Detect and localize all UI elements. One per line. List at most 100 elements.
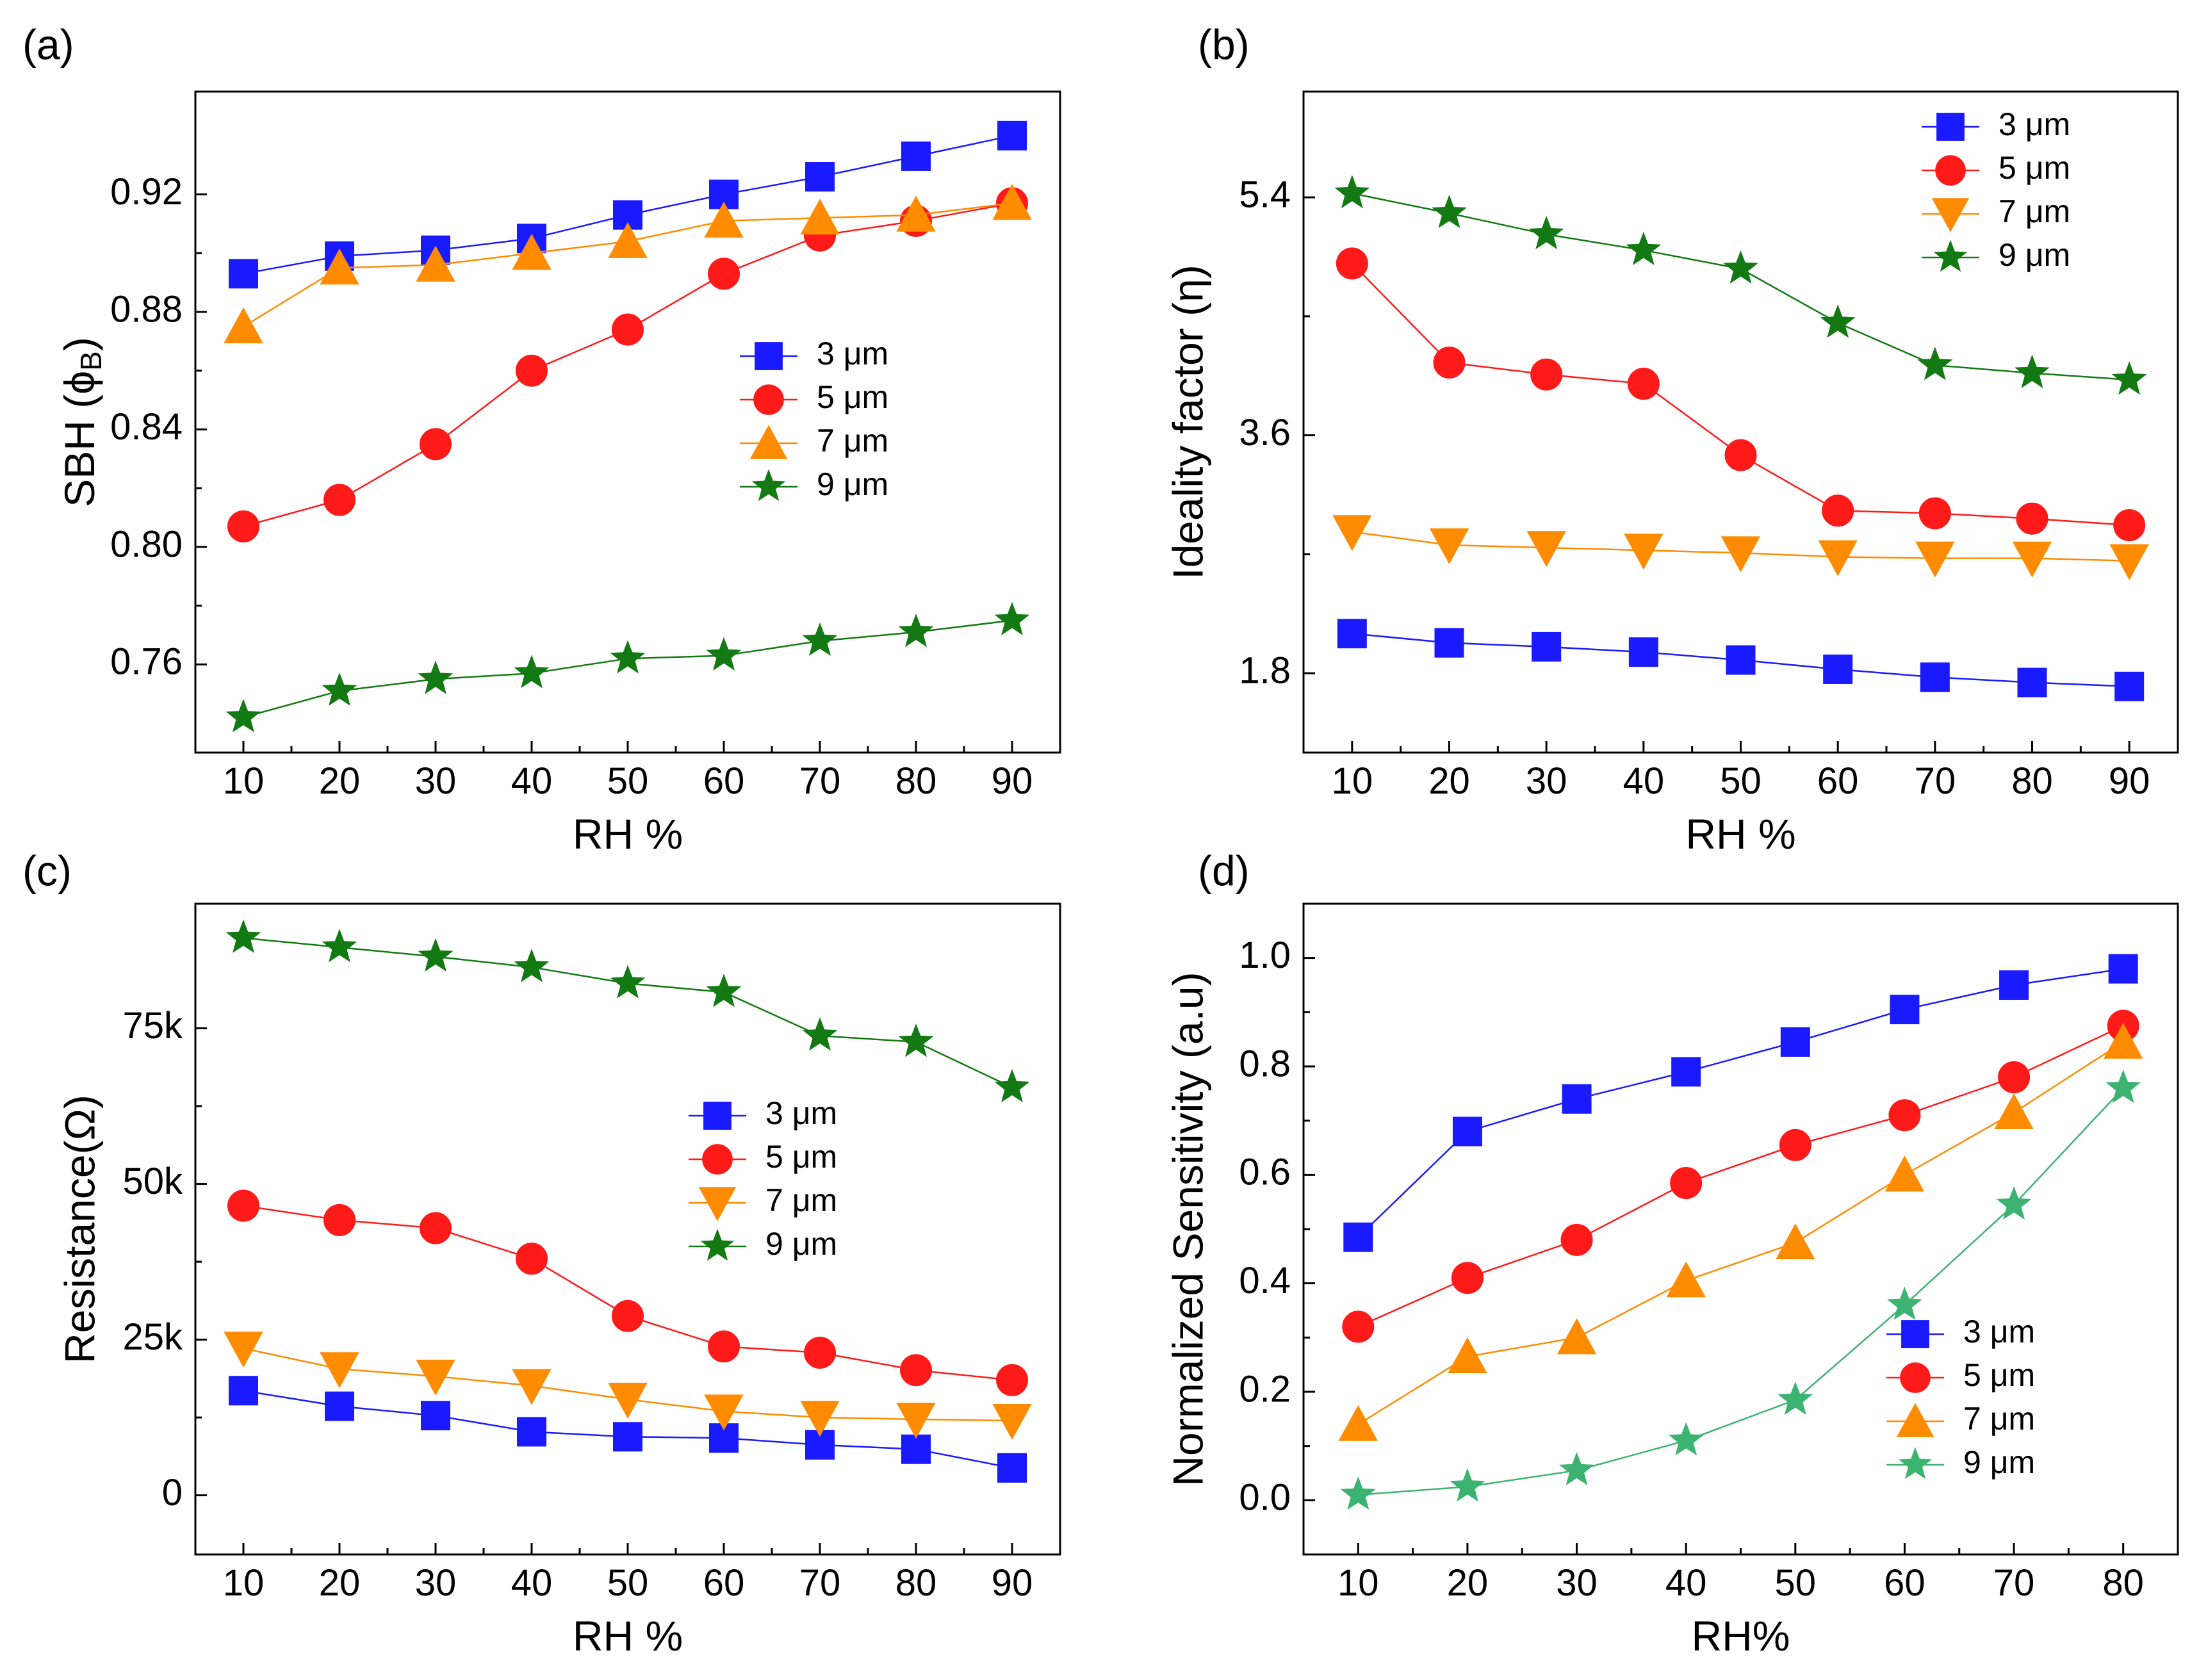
- data-point: [1627, 368, 1660, 400]
- data-point: [1432, 195, 1467, 229]
- x-tick-label: 70: [799, 1562, 841, 1604]
- legend: 3 μm 5 μm 7 μm 9 μm: [1922, 106, 2070, 273]
- panel-label: (c): [22, 847, 72, 894]
- data-point: [2105, 1070, 2141, 1104]
- data-point: [2104, 1022, 2143, 1059]
- data-point: [1532, 632, 1562, 662]
- data-point: [227, 510, 259, 542]
- data-point: [706, 637, 742, 671]
- data-point: [994, 1068, 1030, 1103]
- y-tick-label: 0.2: [1239, 1368, 1291, 1410]
- data-point: [1917, 347, 1953, 380]
- data-point: [2017, 667, 2047, 697]
- series-5um: [1342, 1009, 2139, 1343]
- legend-label: 7 μm: [817, 423, 888, 459]
- data-point: [1340, 1476, 1376, 1510]
- data-point: [225, 919, 261, 953]
- data-point: [1337, 619, 1367, 649]
- data-point: [1668, 1422, 1704, 1456]
- data-point: [516, 1243, 548, 1275]
- panel-label: (b): [1198, 20, 1250, 68]
- x-tick-label: 20: [1428, 760, 1470, 802]
- series-line: [1357, 1041, 2124, 1425]
- data-point: [1671, 1057, 1701, 1087]
- data-point: [229, 1376, 258, 1406]
- data-point: [1723, 250, 1758, 284]
- legend-marker: [1896, 1403, 1934, 1437]
- data-point: [800, 199, 840, 235]
- y-tick-label: 0.6: [1239, 1152, 1291, 1193]
- series-3um: [229, 120, 1027, 289]
- y-tick-label: 0.0: [1239, 1477, 1291, 1519]
- y-tick-label: 0.84: [110, 406, 183, 448]
- data-point: [1724, 439, 1757, 471]
- y-tick-label: 5.4: [1239, 174, 1291, 215]
- data-point: [994, 601, 1030, 635]
- data-point: [1557, 1318, 1597, 1355]
- data-point: [898, 1023, 934, 1057]
- y-axis-label-main: SBH (ϕ: [56, 371, 103, 507]
- data-point: [322, 929, 357, 963]
- x-tick-label: 40: [511, 1562, 553, 1604]
- series-line: [243, 1205, 1013, 1382]
- panel-d: (d) 10 20 30 40 50 60 70 80 0.0 0.2 0.4 0.6 0.8 1.0 RH%…: [1164, 847, 2179, 1660]
- x-axis-label: RH %: [573, 810, 683, 858]
- y-tick-label: 25k: [122, 1316, 183, 1358]
- legend-label: 3 μm: [765, 1095, 837, 1131]
- axes-frame: [1302, 902, 2179, 1556]
- legend: 3 μm 5 μm 7 μm 9 μm: [740, 336, 888, 502]
- x-tick-label: 50: [607, 760, 649, 802]
- data-point: [992, 1403, 1032, 1440]
- legend-marker: [1901, 1320, 1929, 1348]
- data-point: [997, 120, 1027, 151]
- x-tick-label: 80: [2102, 1562, 2144, 1604]
- data-point: [1779, 1129, 1811, 1161]
- legend-label: 9 μm: [1963, 1444, 2035, 1480]
- x-tick-label: 30: [1556, 1562, 1598, 1604]
- data-point: [2016, 502, 2048, 535]
- data-point: [2109, 544, 2149, 580]
- data-point: [224, 307, 263, 343]
- data-point: [1451, 1262, 1484, 1294]
- series-line: [243, 937, 1013, 1088]
- data-point: [1670, 1167, 1703, 1200]
- legend-label: 3 μm: [817, 336, 888, 371]
- data-point: [800, 1401, 840, 1437]
- y-tick-label: 0: [162, 1472, 183, 1513]
- y-axis-label: SBH (ϕB): [56, 337, 108, 507]
- legend-label: 3 μm: [1963, 1314, 2035, 1350]
- data-point: [610, 640, 646, 674]
- data-point: [996, 1364, 1028, 1396]
- data-point: [612, 1300, 644, 1332]
- series-line: [1358, 1088, 2124, 1496]
- data-point: [512, 1369, 552, 1405]
- legend-label: 7 μm: [765, 1182, 837, 1218]
- data-point: [517, 1417, 546, 1447]
- legend-label: 3 μm: [1999, 106, 2070, 142]
- x-tick-label: 80: [2011, 760, 2053, 802]
- data-point: [514, 655, 550, 689]
- data-point: [1332, 515, 1372, 551]
- data-point: [1448, 1337, 1487, 1373]
- data-point: [512, 234, 552, 270]
- data-point: [416, 245, 455, 282]
- legend-label: 9 μm: [1999, 237, 2070, 273]
- series-line: [1357, 1025, 2124, 1328]
- legend-label: 7 μm: [1963, 1401, 2035, 1437]
- series-7um: [1332, 515, 2149, 580]
- data-point: [901, 141, 931, 171]
- x-tick-label: 90: [992, 760, 1033, 802]
- data-point: [1778, 1381, 1813, 1415]
- data-point: [1780, 1027, 1810, 1057]
- series-9um: [1334, 175, 2147, 395]
- data-point: [421, 1401, 450, 1431]
- x-tick-label: 20: [319, 760, 361, 802]
- x-tick-label: 70: [1915, 760, 1956, 802]
- series-9um: [225, 601, 1030, 733]
- legend-marker: [751, 469, 786, 502]
- y-axis-label: Normalized Sensitivity (a.u): [1164, 972, 1211, 1486]
- x-tick-label: 80: [895, 1562, 937, 1604]
- x-tick-label: 30: [415, 1562, 457, 1604]
- data-point: [898, 614, 934, 648]
